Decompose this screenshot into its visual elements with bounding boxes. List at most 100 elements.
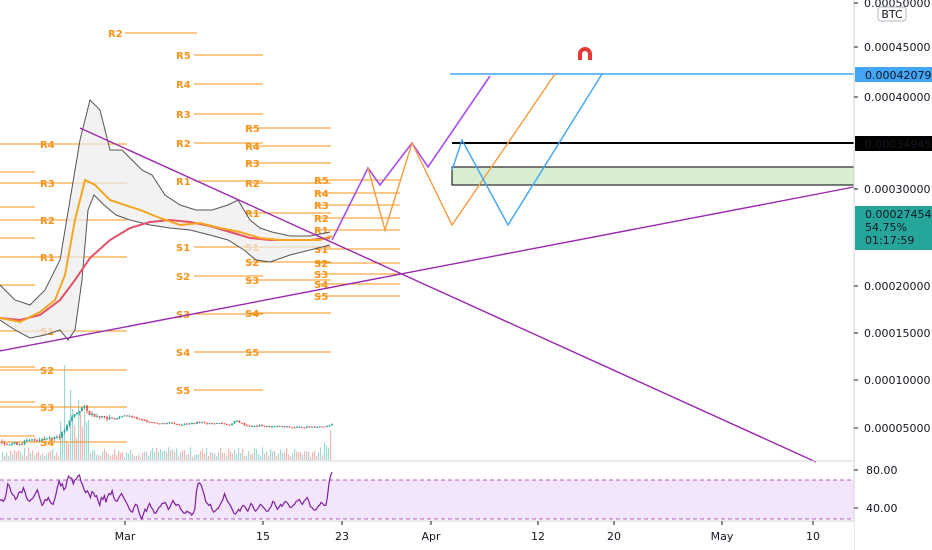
- volume-bar: [206, 448, 208, 460]
- volume-bar: [304, 451, 306, 460]
- time-tick-label: 12: [531, 530, 545, 543]
- candle-body: [143, 419, 146, 421]
- projection-path-blue[interactable]: [451, 73, 603, 227]
- candle-body: [326, 426, 328, 428]
- candle-body: [31, 439, 33, 441]
- volume-bar: [96, 454, 98, 460]
- time-tick-label: 23: [335, 530, 349, 543]
- candle-body: [316, 426, 318, 428]
- candle-body: [171, 422, 173, 424]
- candle-body: [251, 426, 253, 428]
- candle-body: [276, 426, 278, 428]
- pivot-label: R3: [176, 110, 191, 121]
- volume-bars: [2, 365, 332, 460]
- candle-body: [311, 426, 313, 428]
- pivot-label: R3: [40, 179, 55, 190]
- candle-body: [318, 426, 321, 428]
- pivot-label: R5: [245, 124, 260, 135]
- candle-body: [18, 443, 21, 445]
- rsi-pane: [0, 460, 854, 521]
- volume-bar: [268, 455, 270, 460]
- volume-bar: [112, 454, 114, 460]
- pivot-label: S3: [245, 276, 259, 287]
- drawings[interactable]: [0, 47, 855, 463]
- pivot-levels: R4R3R2R1S1S2S3S4R2R5R4R3R2R1S1S2S3S4S5R5…: [0, 29, 400, 449]
- projection-path-orange[interactable]: [367, 73, 556, 233]
- volume-bar: [34, 455, 36, 460]
- volume-bar: [100, 456, 102, 460]
- volume-bar: [290, 456, 292, 460]
- pivot-label: R5: [176, 51, 191, 62]
- price-axis: 0.00050000 0.00045000 0.00040000 0.00030000…: [853, 0, 932, 550]
- descending-trendline[interactable]: [79, 127, 817, 463]
- pivot-label: R3: [245, 159, 260, 170]
- candle-body: [303, 427, 306, 429]
- volume-bar: [324, 442, 326, 460]
- volume-bar: [266, 451, 268, 460]
- volume-bar: [66, 440, 68, 460]
- currency-badge[interactable]: [877, 6, 907, 22]
- candle-body: [106, 417, 108, 420]
- volume-bar: [90, 453, 92, 460]
- target-zone-box[interactable]: [451, 166, 855, 186]
- volume-bar: [4, 455, 6, 460]
- volume-bar: [12, 454, 14, 460]
- current-price-tag: [855, 206, 932, 250]
- volume-bar: [310, 456, 312, 460]
- candle-body: [83, 405, 86, 408]
- pivot-label: R4: [176, 80, 191, 91]
- volume-bar: [44, 456, 46, 460]
- candle-body: [206, 423, 208, 425]
- candle-body: [33, 439, 36, 441]
- candle-body: [38, 439, 41, 441]
- volume-bar: [20, 451, 22, 460]
- pivot-label: S5: [314, 292, 328, 303]
- volume-bar: [130, 449, 132, 460]
- current-change-label: 54.75%: [865, 221, 907, 234]
- volume-bar: [58, 456, 60, 460]
- volume-bar: [270, 448, 272, 460]
- projection-path-purple[interactable]: [331, 75, 491, 241]
- axis-tick-label: 0.00005000: [864, 422, 930, 435]
- volume-bar: [56, 452, 58, 460]
- volume-bar: [32, 450, 34, 460]
- axis-tick-label: 0.00030000: [864, 183, 930, 196]
- candle-body: [306, 426, 308, 428]
- volume-bar: [214, 453, 216, 460]
- volume-bar: [236, 454, 238, 460]
- candle-body: [246, 425, 248, 427]
- rsi-line: [0, 471, 333, 521]
- volume-bar: [280, 449, 282, 460]
- volume-bar: [110, 456, 112, 460]
- time-tick-label: 10: [806, 530, 820, 543]
- volume-bar: [140, 456, 142, 460]
- candle-body: [203, 422, 206, 424]
- time-tick-label: May: [711, 530, 734, 543]
- time-tick-label: 15: [256, 530, 270, 543]
- pivot-label: S5: [176, 386, 190, 397]
- pivot-label: S1: [176, 243, 190, 254]
- candle-body: [226, 423, 228, 425]
- candle-body: [8, 444, 11, 446]
- volume-bar: [282, 452, 284, 460]
- volume-bar: [170, 450, 172, 460]
- volume-bar: [168, 447, 170, 460]
- candle-body: [181, 424, 183, 426]
- volume-bar: [142, 452, 144, 460]
- candle-body: [63, 430, 66, 432]
- candle-body: [156, 422, 158, 424]
- volume-bar: [316, 456, 318, 460]
- magnet-icon[interactable]: [578, 47, 592, 60]
- volume-bar: [292, 453, 294, 460]
- candle-body: [213, 423, 216, 425]
- volume-bar: [184, 450, 186, 460]
- ascending-trendline[interactable]: [0, 186, 855, 352]
- volume-bar: [300, 452, 302, 460]
- candle-body: [121, 416, 123, 418]
- candle-body: [313, 426, 316, 428]
- volume-bar: [264, 453, 266, 460]
- bar-countdown-label: 01:17:59: [865, 234, 914, 247]
- candle-body: [308, 426, 311, 428]
- candle-body: [168, 422, 171, 424]
